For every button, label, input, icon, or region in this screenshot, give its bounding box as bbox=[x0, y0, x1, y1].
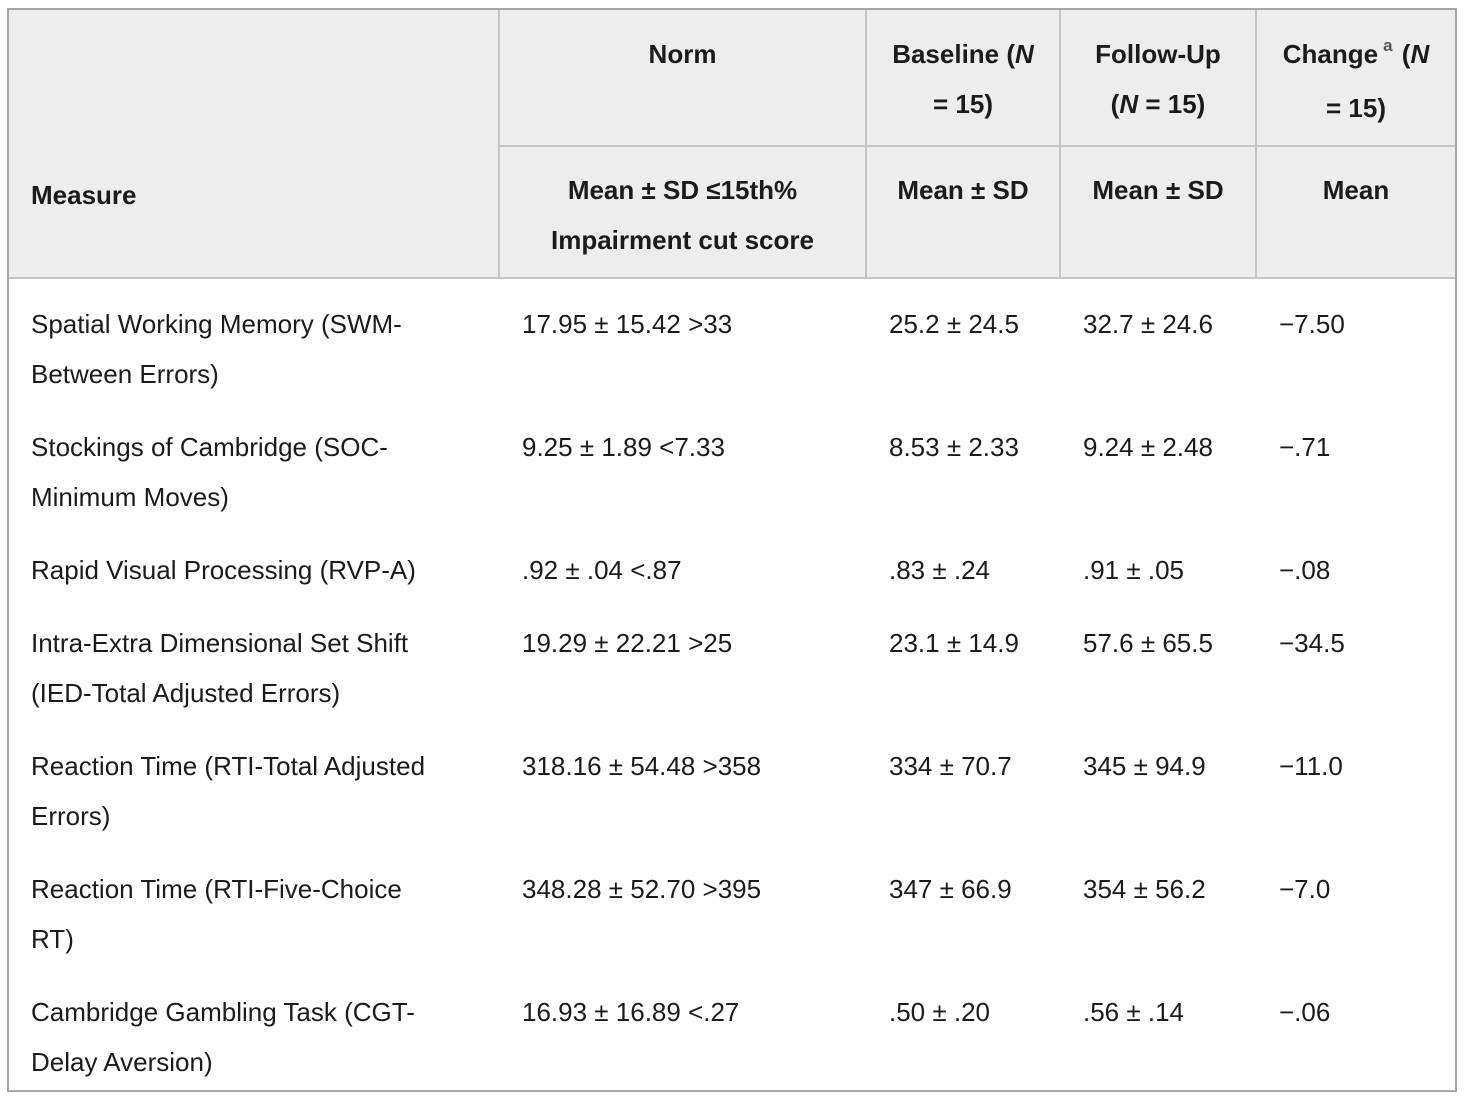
table-row: Reaction Time (RTI-Total Adjusted Errors… bbox=[9, 721, 1455, 844]
header-text: Baseline ( bbox=[892, 39, 1016, 69]
table-row: Rapid Visual Processing (RVP-A) .92 ± .04… bbox=[9, 525, 1455, 598]
subheader-baseline-stat: Mean ± SD bbox=[865, 147, 1059, 279]
header-text: = 15) bbox=[1326, 93, 1386, 123]
header-text: Change bbox=[1282, 39, 1379, 69]
baseline-cell: .50 ± .20 bbox=[865, 967, 1059, 1090]
measure-cell: Intra-Extra Dimensional Set Shift (IED-T… bbox=[9, 598, 498, 721]
table-body: Spatial Working Memory (SWM-Between Erro… bbox=[9, 279, 1455, 1090]
sample-size-n-label: N bbox=[1015, 39, 1034, 69]
norm-cell: 17.95 ± 15.42 >33 bbox=[498, 279, 865, 402]
column-header-norm: Norm bbox=[498, 10, 865, 147]
header-text: = 15) bbox=[933, 89, 993, 119]
baseline-cell: 23.1 ± 14.9 bbox=[865, 598, 1059, 721]
neurocognitive-measures-table: Measure Norm Baseline (N = 15) Follow-Up(… bbox=[7, 8, 1457, 1092]
followup-cell: 345 ± 94.9 bbox=[1059, 721, 1255, 844]
table-row: Reaction Time (RTI-Five-Choice RT) 348.28… bbox=[9, 844, 1455, 967]
baseline-cell: 347 ± 66.9 bbox=[865, 844, 1059, 967]
norm-cell: .92 ± .04 <.87 bbox=[498, 525, 865, 598]
header-row-sub: Mean ± SD ≤15th% Impairment cut score Mea… bbox=[9, 147, 1455, 279]
column-header-change: Change a (N = 15) bbox=[1255, 10, 1455, 147]
change-cell: −11.0 bbox=[1255, 721, 1455, 844]
subheader-followup-stat: Mean ± SD bbox=[1059, 147, 1255, 279]
followup-cell: 9.24 ± 2.48 bbox=[1059, 402, 1255, 525]
table-row: Spatial Working Memory (SWM-Between Erro… bbox=[9, 279, 1455, 402]
header-text: ( bbox=[1110, 89, 1120, 119]
followup-cell: 57.6 ± 65.5 bbox=[1059, 598, 1255, 721]
norm-cell: 19.29 ± 22.21 >25 bbox=[498, 598, 865, 721]
measure-cell: Spatial Working Memory (SWM-Between Erro… bbox=[9, 279, 498, 402]
header-text: Follow-Up bbox=[1095, 39, 1221, 69]
column-header-measure: Measure bbox=[9, 10, 498, 279]
footnote-marker-a: a bbox=[1383, 36, 1393, 55]
subheader-change-stat: Mean bbox=[1255, 147, 1455, 279]
sample-size-n-label: N bbox=[1410, 39, 1430, 69]
measure-cell: Stockings of Cambridge (SOC-Minimum Move… bbox=[9, 402, 498, 525]
column-header-baseline: Baseline (N = 15) bbox=[865, 10, 1059, 147]
change-cell: −.71 bbox=[1255, 402, 1455, 525]
baseline-cell: .83 ± .24 bbox=[865, 525, 1059, 598]
change-cell: −7.50 bbox=[1255, 279, 1455, 402]
table-header: Measure Norm Baseline (N = 15) Follow-Up(… bbox=[9, 10, 1455, 279]
change-cell: −.08 bbox=[1255, 525, 1455, 598]
header-text: Norm bbox=[648, 39, 717, 69]
measure-cell: Rapid Visual Processing (RVP-A) bbox=[9, 525, 498, 598]
norm-cell: 348.28 ± 52.70 >395 bbox=[498, 844, 865, 967]
table-row: Cambridge Gambling Task (CGT-Delay Avers… bbox=[9, 967, 1455, 1090]
followup-cell: 32.7 ± 24.6 bbox=[1059, 279, 1255, 402]
table-row: Stockings of Cambridge (SOC-Minimum Move… bbox=[9, 402, 1455, 525]
followup-cell: 354 ± 56.2 bbox=[1059, 844, 1255, 967]
sample-size-n-label: N bbox=[1119, 89, 1139, 119]
followup-cell: .91 ± .05 bbox=[1059, 525, 1255, 598]
subheader-norm-stat: Mean ± SD ≤15th% Impairment cut score bbox=[498, 147, 865, 279]
measure-cell: Cambridge Gambling Task (CGT-Delay Avers… bbox=[9, 967, 498, 1090]
baseline-cell: 334 ± 70.7 bbox=[865, 721, 1059, 844]
baseline-cell: 25.2 ± 24.5 bbox=[865, 279, 1059, 402]
column-header-followup: Follow-Up (N = 15) bbox=[1059, 10, 1255, 147]
baseline-cell: 8.53 ± 2.33 bbox=[865, 402, 1059, 525]
norm-cell: 16.93 ± 16.89 <.27 bbox=[498, 967, 865, 1090]
change-cell: −7.0 bbox=[1255, 844, 1455, 967]
measure-cell: Reaction Time (RTI-Five-Choice RT) bbox=[9, 844, 498, 967]
norm-cell: 318.16 ± 54.48 >358 bbox=[498, 721, 865, 844]
norm-cell: 9.25 ± 1.89 <7.33 bbox=[498, 402, 865, 525]
followup-cell: .56 ± .14 bbox=[1059, 967, 1255, 1090]
header-row-top: Measure Norm Baseline (N = 15) Follow-Up(… bbox=[9, 10, 1455, 279]
measure-cell: Reaction Time (RTI-Total Adjusted Errors… bbox=[9, 721, 498, 844]
header-text: = 15) bbox=[1138, 89, 1206, 119]
change-cell: −.06 bbox=[1255, 967, 1455, 1090]
header-text: ( bbox=[1394, 39, 1411, 69]
change-cell: −34.5 bbox=[1255, 598, 1455, 721]
table-row: Intra-Extra Dimensional Set Shift (IED-T… bbox=[9, 598, 1455, 721]
